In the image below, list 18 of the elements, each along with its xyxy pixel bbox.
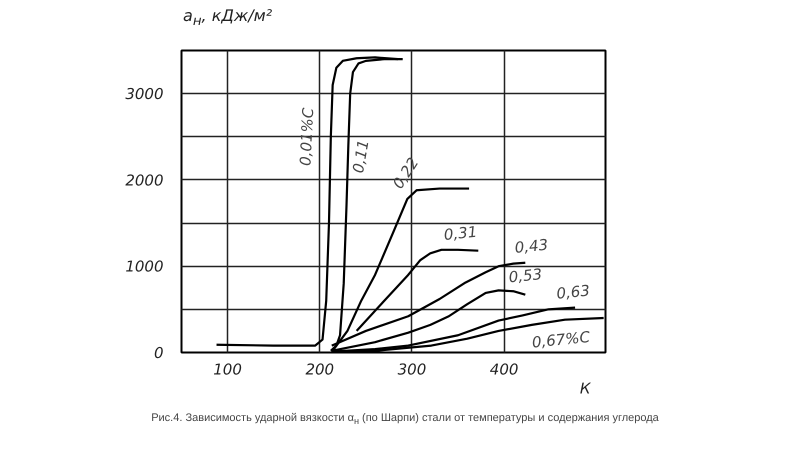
annotation: 0,43 (514, 236, 549, 257)
x-tick-label: 200 (305, 360, 334, 378)
x-tick-label: 400 (490, 360, 518, 378)
annotation: 0,11 (349, 138, 373, 174)
y-tick-label: 3000 (125, 85, 164, 104)
annotation: 0,67%C (531, 328, 592, 352)
x-axis-title: К (580, 380, 592, 398)
annotation: 0,53 (508, 265, 543, 286)
y-tick-label: 1000 (125, 258, 164, 276)
annotation: 0,63 (556, 282, 591, 303)
y-tick-label: 0 (154, 344, 164, 362)
annotation: 0,01%C (296, 106, 318, 166)
text: Рис.4. Зависимость ударной вязкости α$_{н}$ (по Шарпи) стали от температуры и содержания углерода (151, 411, 659, 428)
x-tick-label: 100 (213, 360, 242, 378)
annotation: 0,31 (442, 222, 478, 244)
y-axis-title: a$_{н}$, кДж/м² (183, 5, 272, 32)
y-tick-label: 2000 (125, 171, 164, 190)
x-tick-label: 300 (398, 360, 426, 378)
